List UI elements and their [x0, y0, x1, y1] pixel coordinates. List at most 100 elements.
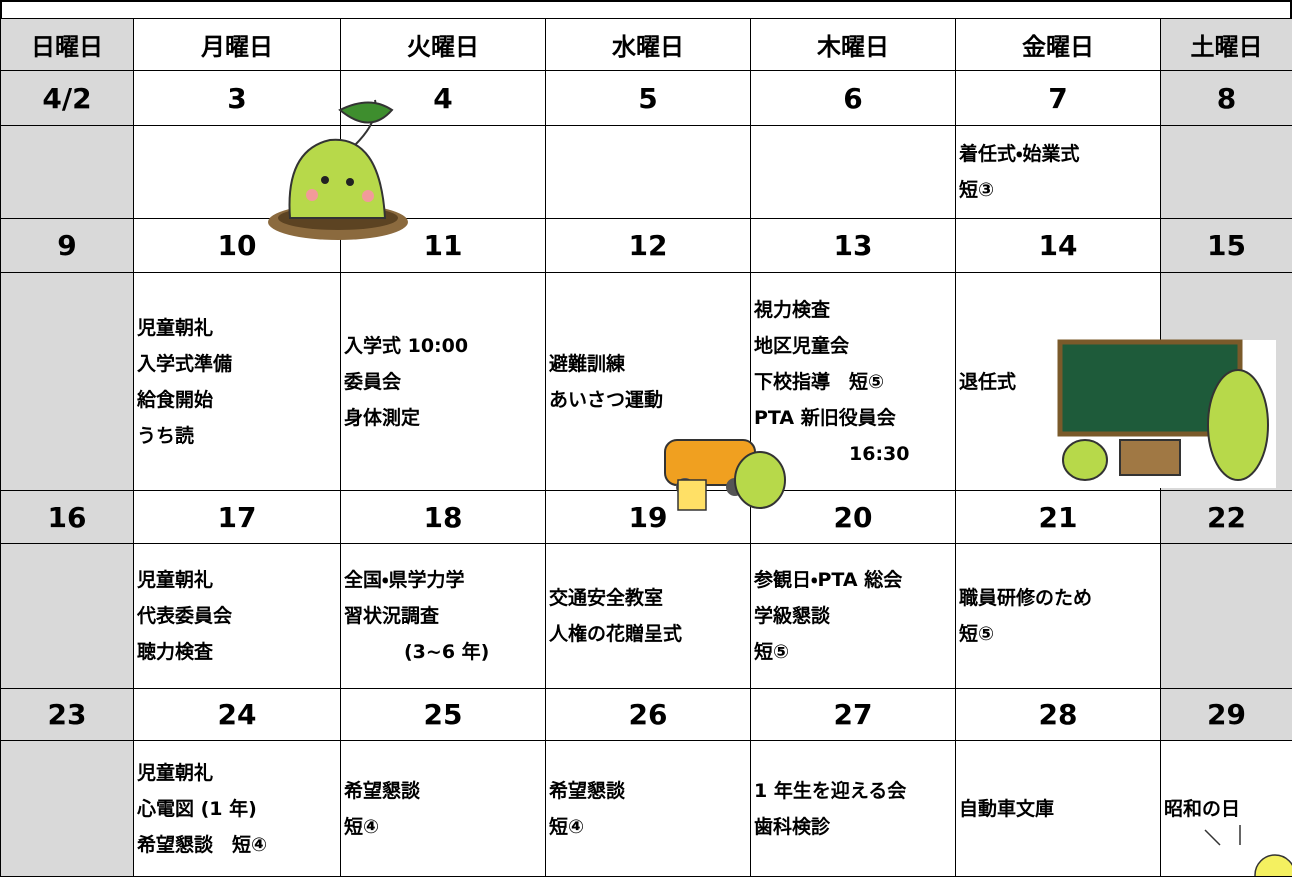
event-cell: 希望懇談短④: [545, 740, 751, 877]
event-cell: 1 年生を迎える会 歯科検診: [750, 740, 956, 877]
event-line: 給食開始: [137, 388, 214, 411]
event-cell: [545, 125, 751, 219]
date-cell: 10: [133, 218, 341, 273]
event-line: 避難訓練: [549, 352, 626, 375]
day-header: 火曜日: [340, 18, 546, 71]
event-line: 視力検査: [754, 298, 831, 321]
event-line: (3~6 年): [404, 641, 490, 663]
event-cell: [0, 543, 134, 689]
event-line: 交通安全教室: [549, 587, 664, 609]
event-cell: [340, 125, 546, 219]
event-cell: 退任式: [955, 272, 1161, 491]
event-line: 身体測定: [344, 406, 421, 429]
event-cell: 入学式 10:00 委員会身体測定: [340, 272, 546, 491]
date-cell: 27: [750, 688, 956, 741]
event-line: 自動車文庫: [959, 797, 1055, 820]
day-header: 月曜日: [133, 18, 341, 71]
date-cell: 28: [955, 688, 1161, 741]
event-cell: [1160, 543, 1292, 689]
event-line: 16:30: [849, 442, 910, 465]
date-cell: 4/2: [0, 70, 134, 126]
date-cell: 9: [0, 218, 134, 273]
date-cell: 22: [1160, 490, 1292, 544]
event-line: 代表委員会: [137, 605, 233, 627]
event-cell: 着任式・始業式 短③: [955, 125, 1161, 219]
event-line: 1 年生を迎える会: [754, 779, 907, 802]
event-cell: 児童朝礼 心電図 (1 年) 希望懇談 短④: [133, 740, 341, 877]
frame: [0, 0, 1292, 20]
event-line: 短③: [959, 179, 995, 201]
event-line: 希望懇談: [344, 779, 421, 802]
event-line: 着任式・始業式: [959, 143, 1080, 165]
event-cell: [133, 125, 341, 219]
day-header: 日曜日: [0, 18, 134, 71]
event-line: 希望懇談: [549, 779, 626, 802]
event-cell: 視力検査地区児童会下校指導 短⑤ PTA 新旧役員会 16:30: [750, 272, 956, 491]
day-header: 土曜日: [1160, 18, 1292, 71]
date-cell: 6: [750, 70, 956, 126]
date-cell: 3: [133, 70, 341, 126]
event-line: 職員研修のため: [959, 587, 1093, 609]
event-line: 短④: [344, 815, 380, 838]
event-line: 昭和の日: [1164, 797, 1241, 820]
event-line: 入学式 10:00: [344, 334, 469, 357]
event-line: 下校指導 短⑤: [754, 370, 885, 393]
date-cell: 8: [1160, 70, 1292, 126]
event-line: 委員会: [344, 370, 402, 393]
event-line: 地区児童会: [754, 334, 850, 357]
event-cell: 希望懇談短④: [340, 740, 546, 877]
event-cell: [0, 272, 134, 491]
day-header: 水曜日: [545, 18, 751, 71]
date-cell: 4: [340, 70, 546, 126]
event-cell: 児童朝礼代表委員会聴力検査: [133, 543, 341, 689]
event-cell: [0, 740, 134, 877]
event-line: 聴力検査: [137, 641, 214, 663]
event-line: PTA 新旧役員会: [754, 406, 896, 429]
date-cell: 21: [955, 490, 1161, 544]
date-cell: 19: [545, 490, 751, 544]
event-line: 入学式準備: [137, 352, 233, 375]
date-cell: 11: [340, 218, 546, 273]
date-cell: 16: [0, 490, 134, 544]
date-cell: 18: [340, 490, 546, 544]
event-line: 学級懇談: [754, 605, 831, 627]
event-line: 短⑤: [754, 641, 790, 663]
day-header: 金曜日: [955, 18, 1161, 71]
event-cell: 昭和の日: [1160, 740, 1292, 877]
event-line: 児童朝礼: [137, 569, 214, 591]
event-line: 習状況調査: [344, 605, 440, 627]
date-cell: 15: [1160, 218, 1292, 273]
event-cell: [750, 125, 956, 219]
event-line: 短⑤: [959, 623, 995, 645]
event-line: 短④: [549, 815, 585, 838]
event-line: うち読: [137, 424, 195, 447]
event-cell: [1160, 125, 1292, 219]
event-line: あいさつ運動: [549, 388, 664, 411]
event-line: 人権の花贈呈式: [549, 623, 683, 645]
event-cell: 職員研修のため 短⑤: [955, 543, 1161, 689]
event-cell: 交通安全教室 人権の花贈呈式: [545, 543, 751, 689]
event-line: 希望懇談 短④: [137, 833, 268, 856]
event-line: 歯科検診: [754, 815, 831, 838]
date-cell: 17: [133, 490, 341, 544]
event-line: 全国・県学力学: [344, 569, 465, 591]
date-cell: 14: [955, 218, 1161, 273]
event-cell: 参観日・PTA 総会 学級懇談短⑤: [750, 543, 956, 689]
date-cell: 7: [955, 70, 1161, 126]
date-cell: 29: [1160, 688, 1292, 741]
event-cell: 全国・県学力学 習状況調査 (3~6 年): [340, 543, 546, 689]
date-cell: 25: [340, 688, 546, 741]
date-cell: 5: [545, 70, 751, 126]
day-header: 木曜日: [750, 18, 956, 71]
date-cell: 20: [750, 490, 956, 544]
date-cell: 13: [750, 218, 956, 273]
event-line: 参観日・PTA 総会: [754, 569, 903, 591]
date-cell: 26: [545, 688, 751, 741]
event-cell: 自動車文庫: [955, 740, 1161, 877]
date-cell: 24: [133, 688, 341, 741]
date-cell: 23: [0, 688, 134, 741]
event-line: 児童朝礼: [137, 761, 214, 784]
event-cell: [1160, 272, 1292, 491]
event-line: 退任式: [959, 370, 1017, 393]
